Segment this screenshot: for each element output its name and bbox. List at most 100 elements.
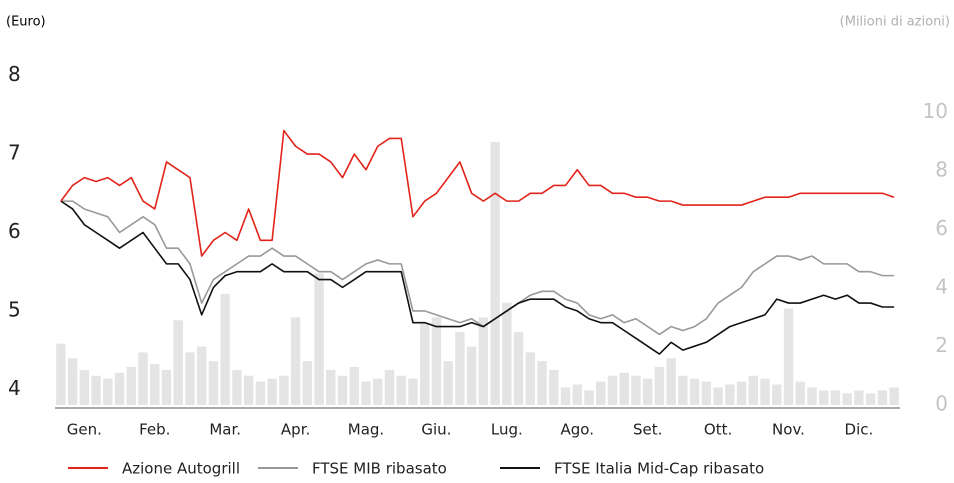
volume-bar [232,369,242,405]
y-tick-label: 4 [8,376,21,400]
volume-bar [290,317,301,405]
y-axis-label: (Euro) [6,15,46,30]
volume-bar [91,375,101,405]
volume-bar [267,378,277,405]
x-tick-label: Dic. [845,421,874,439]
y2-tick-label: 10 [923,99,948,123]
volume-bar [431,317,442,405]
series-line [60,200,895,336]
volume-bar [502,302,512,405]
volume-bar [619,372,629,405]
volume-bar [865,393,876,405]
volume-bar [361,381,371,405]
x-tick-label: Feb. [139,421,170,439]
x-tick-label: Ott. [704,421,732,439]
volume-bar [349,366,359,405]
volume-bar [208,361,219,405]
volume-bar [466,346,477,405]
volume-bar [549,369,559,405]
y-tick-label: 5 [8,297,21,321]
volume-bar [725,384,735,405]
volume-bar [537,361,547,405]
volume-bar [478,317,489,405]
volume-bar [689,378,700,405]
volume-bar [373,378,383,405]
volume-bar [678,375,688,405]
volume-bar [596,381,606,405]
volume-bar [877,390,888,405]
volume-bar [67,358,78,405]
volume-bar [783,308,794,405]
volume-bar [337,375,348,405]
volume-bar [455,331,465,405]
volume-bar [760,378,770,405]
volume-bar [830,390,841,405]
y2-tick-label: 6 [935,216,948,240]
x-tick-label: Apr. [281,421,310,439]
legend-label: FTSE MIB ribasato [312,460,447,478]
volume-bar [713,387,723,405]
y-tick-label: 7 [8,141,21,165]
legend-label: FTSE Italia Mid-Cap ribasato [554,460,764,478]
volume-bar [607,375,618,405]
volume-bar [150,364,160,405]
volume-bar [736,381,747,405]
x-tick-label: Nov. [772,421,805,439]
y-tick-label: 6 [8,219,21,243]
x-tick-label: Mar. [209,421,241,439]
volume-bar [396,375,406,405]
volume-bar [408,378,418,405]
volume-bar [126,366,136,405]
volume-bar [642,378,653,405]
x-tick-label: Gen. [67,421,102,439]
y2-tick-label: 0 [935,392,948,416]
volume-bar [56,343,66,405]
volume-bar [807,387,817,405]
volume-bar [161,369,172,405]
legend-label: Azione Autogrill [122,460,240,478]
volume-bar [185,352,195,405]
volume-bar [255,381,266,405]
volume-bar [419,323,430,405]
volume-bar [654,366,665,405]
volume-bar [243,375,254,405]
volume-bar [279,375,289,405]
x-tick-label: Lug. [491,421,523,439]
series-line [60,129,895,257]
x-tick-label: Mag. [348,421,384,439]
volume-bar [748,375,758,405]
volume-bar [220,293,230,405]
volume-bar [631,375,641,405]
y-tick-label: 8 [8,62,21,86]
volume-bar [114,372,125,405]
volume-bar [314,273,324,405]
volume-bar [138,352,148,405]
series-line [60,200,895,355]
volume-bar [842,393,852,405]
y2-tick-label: 4 [935,275,948,299]
volume-bar [79,369,90,405]
volume-bar [666,358,676,405]
volume-bar [197,346,207,405]
volume-bar [103,378,113,405]
volume-bar [384,369,395,405]
volume-bar [889,387,899,405]
volume-bar [572,384,582,405]
volume-bar [490,141,500,405]
y2-tick-label: 2 [935,333,948,357]
volume-bar [513,331,524,405]
volume-bar [854,390,864,405]
y2-axis-label: (Milioni di azioni) [840,15,950,30]
x-tick-label: Giu. [421,421,451,439]
y2-tick-label: 8 [935,158,948,182]
volume-bar [525,352,536,405]
volume-bar [560,387,571,405]
volume-bar [701,381,712,405]
volume-bar [819,390,829,405]
volume-bar [443,361,453,405]
volume-bar [772,384,782,405]
x-tick-label: Set. [633,421,662,439]
volume-bar [584,390,594,405]
x-tick-label: Ago. [561,421,594,439]
